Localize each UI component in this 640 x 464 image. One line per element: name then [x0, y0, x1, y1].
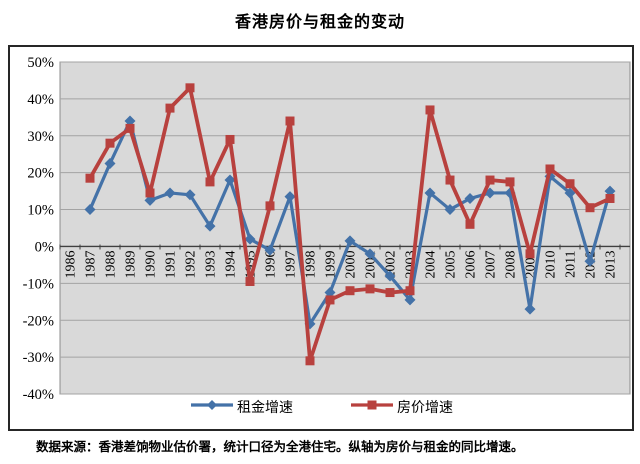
y-tick-label: 0% [35, 240, 54, 256]
series-marker-rent [364, 248, 376, 260]
series-marker-rent [264, 244, 276, 256]
x-tick-label: 1990 [144, 250, 159, 278]
x-tick-label: 2013 [604, 250, 619, 278]
x-tick-label: 1989 [124, 250, 139, 278]
x-tick-label: 1992 [184, 250, 199, 278]
series-marker-rent [464, 192, 476, 204]
legend-label-price: 房价增速 [397, 401, 453, 416]
series-marker-rent [104, 157, 116, 169]
plot-area [59, 61, 631, 395]
series-marker-price [305, 356, 315, 366]
x-tick-label: 2000 [344, 250, 359, 278]
x-tick-label: 2007 [484, 250, 499, 278]
x-tick-label: 2006 [464, 250, 479, 278]
series-marker-rent [444, 204, 456, 216]
legend-item-price: 房价增速 [349, 397, 453, 417]
x-tick-label: 1993 [204, 250, 219, 278]
chart-legend: 租金增速 房价增速 [10, 397, 632, 417]
series-marker-price [385, 288, 395, 298]
series-marker-rent [184, 189, 196, 201]
x-tick-label: 1994 [224, 250, 239, 278]
series-marker-rent [424, 187, 436, 199]
series-marker-price [125, 123, 135, 133]
x-tick-label: 1996 [264, 250, 279, 278]
series-marker-rent [224, 174, 236, 186]
series-marker-price [405, 286, 415, 296]
series-marker-rent [124, 115, 136, 127]
series-marker-rent [524, 303, 536, 315]
y-tick-label: 10% [27, 203, 54, 219]
series-marker-rent [604, 185, 616, 197]
series-marker-price [445, 175, 455, 185]
series-marker-price [545, 164, 555, 174]
series-marker-rent [344, 235, 356, 247]
x-tick-label: 2011 [564, 250, 579, 277]
x-tick-label: 1998 [304, 250, 319, 278]
series-marker-price [345, 286, 355, 296]
series-marker-price [365, 284, 375, 294]
x-tick-label: 1997 [284, 250, 299, 278]
x-tick-label: 1988 [104, 250, 119, 278]
y-tick-label: -30% [23, 350, 54, 366]
x-tick-label: 2005 [444, 250, 459, 278]
y-tick-label: 20% [27, 166, 54, 182]
series-marker-price [165, 103, 175, 113]
y-tick-label: 50% [27, 55, 54, 71]
source-note: 数据来源：香港差饷物业估价署，统计口径为全港住宅。纵轴为房价与租金的同比增速。 [36, 440, 524, 454]
y-tick-label: -10% [23, 276, 54, 292]
x-tick-label: 1999 [324, 250, 339, 278]
series-marker-price [325, 295, 335, 305]
series-marker-price [525, 249, 535, 259]
series-marker-rent [284, 191, 296, 203]
series-marker-rent [244, 233, 256, 245]
legend-item-rent: 租金增速 [189, 397, 293, 417]
x-tick-label: 1987 [84, 250, 99, 278]
series-marker-rent [404, 294, 416, 306]
series-marker-rent [564, 187, 576, 199]
legend-label-rent: 租金增速 [237, 401, 293, 416]
series-marker-rent [584, 255, 596, 267]
chart-title: 香港房价与租金的变动 [234, 14, 405, 31]
series-marker-price [285, 116, 295, 126]
x-tick-label: 2010 [544, 250, 559, 278]
series-marker-rent [384, 270, 396, 282]
x-tick-label: 1986 [64, 250, 79, 278]
series-marker-rent [324, 287, 336, 299]
series-marker-price [505, 177, 515, 187]
price-legend-marker-icon [349, 398, 395, 417]
x-tick-label: 2008 [504, 250, 519, 278]
series-marker-price [85, 173, 95, 183]
series-marker-rent [144, 194, 156, 206]
x-tick-label: 2004 [424, 250, 439, 278]
series-marker-price [485, 175, 495, 185]
y-tick-label: -40% [23, 387, 54, 403]
y-tick-label: 40% [27, 92, 54, 108]
series-marker-price [205, 177, 215, 187]
x-tick-label: 1991 [164, 250, 179, 278]
series-marker-price [145, 188, 155, 198]
series-marker-price [265, 201, 275, 211]
series-marker-price [425, 105, 435, 115]
series-marker-price [105, 138, 115, 148]
y-tick-label: -20% [23, 313, 54, 329]
series-marker-rent [84, 204, 96, 216]
chart-frame: 50% 40% 30% 20% 10% 0% -10% -20% -30% -40% 1986 198… [8, 45, 634, 431]
series-marker-price [245, 276, 255, 286]
series-marker-price [185, 83, 195, 93]
series-marker-price [605, 193, 615, 203]
series-marker-price [565, 179, 575, 189]
series-marker-rent [204, 220, 216, 232]
series-marker-rent [164, 187, 176, 199]
y-tick-label: 30% [27, 129, 54, 145]
rent-legend-marker-icon [189, 398, 235, 417]
chart-plot: 50% 40% 30% 20% 10% 0% -10% -20% -30% -40% 1986 198… [23, 55, 631, 403]
series-marker-price [585, 203, 595, 213]
series-marker-price [225, 134, 235, 144]
series-marker-price [465, 219, 475, 229]
